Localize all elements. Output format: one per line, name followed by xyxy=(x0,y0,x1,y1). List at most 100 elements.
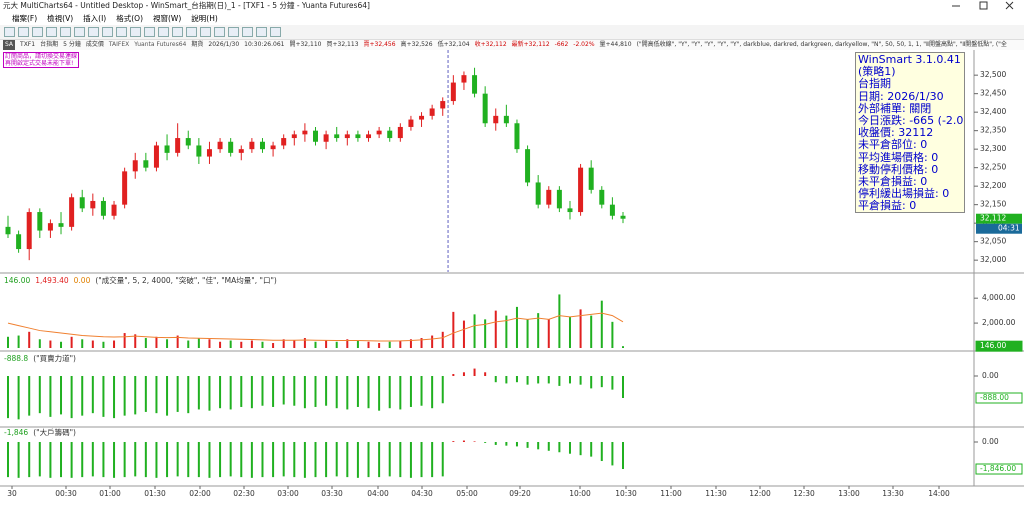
menu-item[interactable]: 格式(O) xyxy=(116,14,143,23)
volume-bar xyxy=(102,341,105,348)
candle-body xyxy=(228,141,234,153)
info-line: WinSmart 3.1.0.41 xyxy=(858,53,961,66)
quote-field: 量+44,810 xyxy=(599,41,632,48)
volume-bar xyxy=(409,339,412,348)
candle-body xyxy=(270,145,276,150)
tool-button[interactable] xyxy=(172,27,183,37)
tool-button[interactable] xyxy=(270,27,281,37)
tool-button[interactable] xyxy=(228,27,239,37)
tool-button[interactable] xyxy=(18,27,29,37)
volume-bar xyxy=(261,341,264,348)
candle-body xyxy=(281,138,287,146)
volume-bar xyxy=(590,315,593,348)
candle-body xyxy=(366,134,372,139)
indicator-bar xyxy=(166,376,169,416)
candle-body xyxy=(259,141,265,150)
tool-button[interactable] xyxy=(32,27,43,37)
indicator-bar xyxy=(293,442,296,478)
candle-body xyxy=(567,208,573,213)
indicator-bar xyxy=(240,376,243,407)
x-tick-label: 14:00 xyxy=(928,489,950,498)
indicator-bar xyxy=(187,442,190,478)
candle-body xyxy=(525,149,531,183)
menu-item[interactable]: 插入(I) xyxy=(83,14,107,23)
tool-button[interactable] xyxy=(186,27,197,37)
volume-bar xyxy=(622,346,624,348)
volume-bar xyxy=(473,314,476,348)
indicator-bar xyxy=(611,376,614,390)
info-line: 今日漲跌: -665 (-2.0%) xyxy=(858,114,964,128)
menu-item[interactable]: 視窗(W) xyxy=(153,14,182,23)
indicator-bar xyxy=(70,376,73,419)
tool-button[interactable] xyxy=(130,27,141,37)
info-line: 台指期 xyxy=(858,77,891,91)
tool-button[interactable] xyxy=(144,27,155,37)
quote-field: 台指期 xyxy=(40,41,59,48)
indicator-bar xyxy=(494,376,497,383)
tool-button[interactable] xyxy=(74,27,85,37)
indicator-bar xyxy=(113,442,116,478)
tool-button[interactable] xyxy=(158,27,169,37)
volume-bar xyxy=(38,339,41,348)
tool-button[interactable] xyxy=(4,27,15,37)
candle-body xyxy=(5,226,11,235)
indicator-bar xyxy=(219,376,222,409)
window-controls[interactable] xyxy=(944,0,1024,12)
candle-body xyxy=(153,145,159,168)
tool-button[interactable] xyxy=(116,27,127,37)
candle-body xyxy=(206,149,212,157)
volume-bar xyxy=(208,339,211,348)
quote-field: TXF1 xyxy=(20,41,36,48)
pane-header: 146.00 xyxy=(4,276,30,285)
volume-bar xyxy=(388,341,391,348)
candle-body xyxy=(503,115,509,124)
volume-bar xyxy=(462,320,465,348)
candle-body xyxy=(69,197,75,227)
volume-bar xyxy=(346,339,349,348)
pane-header: ("成交量", 5, 2, 4000, "突破", "佳", "MA均量", "… xyxy=(95,275,277,285)
volume-bar xyxy=(250,340,253,348)
indicator-bar xyxy=(473,441,476,443)
volume-bar xyxy=(81,339,84,348)
y-tick-label: 32,000 xyxy=(980,255,1006,264)
indicator-bar xyxy=(409,376,412,407)
tool-button[interactable] xyxy=(60,27,71,37)
menu-item[interactable]: 檔案(F) xyxy=(12,14,38,23)
menu-item[interactable]: 檢視(V) xyxy=(47,14,74,23)
candle-body xyxy=(355,134,361,139)
y-tick-label: 32,350 xyxy=(980,126,1006,135)
x-tick-label: 03:30 xyxy=(321,489,343,498)
indicator-bar xyxy=(547,442,550,451)
indicator-bar xyxy=(537,442,540,450)
candle-body xyxy=(461,75,467,83)
tool-button[interactable] xyxy=(242,27,253,37)
notice-line: 再開啟定式交易未能下單! xyxy=(5,60,74,67)
indicator-bar xyxy=(452,441,455,443)
tool-button[interactable] xyxy=(200,27,211,37)
info-line: (策略1) xyxy=(858,65,896,79)
indicator-bar xyxy=(60,442,63,478)
menu-item[interactable]: 說明(H) xyxy=(191,14,218,23)
candle-body xyxy=(546,189,552,205)
candle-body xyxy=(313,130,318,142)
volume-bar xyxy=(229,340,232,348)
y-tick-label: 32,050 xyxy=(980,237,1006,246)
candle-body xyxy=(408,119,414,127)
volume-bar xyxy=(272,343,275,348)
indicator-bar xyxy=(282,442,285,477)
info-line: 移動停利價格: 0 xyxy=(858,162,939,176)
tool-button[interactable] xyxy=(102,27,113,37)
tool-button[interactable] xyxy=(46,27,57,37)
indicator-bar xyxy=(515,376,518,383)
quote-field: 收+32,112 xyxy=(474,41,507,48)
tool-button[interactable] xyxy=(88,27,99,37)
tool-button[interactable] xyxy=(256,27,267,37)
indicator-bar xyxy=(325,376,328,406)
pane-header: ("買賣力道") xyxy=(33,353,76,363)
candle-body xyxy=(47,223,53,231)
indicator-bar xyxy=(335,376,338,409)
indicator-bar xyxy=(28,376,31,416)
tool-button[interactable] xyxy=(214,27,225,37)
volume-bar xyxy=(49,340,52,348)
candle-body xyxy=(419,115,425,120)
